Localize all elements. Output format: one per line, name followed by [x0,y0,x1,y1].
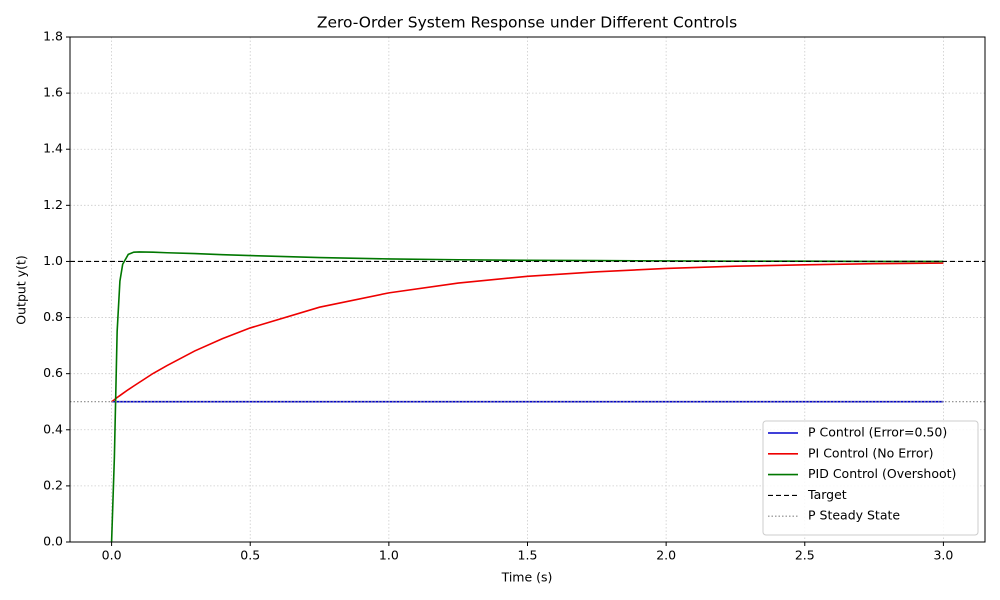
x-tick-label: 3.0 [933,548,953,563]
x-tick-label: 2.0 [656,548,676,563]
chart-title: Zero-Order System Response under Differe… [317,14,737,32]
legend-label: P Control (Error=0.50) [808,425,947,440]
y-tick-label: 0.6 [43,365,63,380]
x-tick-label: 0.5 [240,548,260,563]
y-tick-label: 1.2 [43,197,63,212]
y-tick-label: 0.2 [43,477,63,492]
series-line [111,262,944,403]
y-tick-label: 1.4 [43,141,63,156]
y-tick-label: 1.6 [43,85,63,100]
legend-label: PID Control (Overshoot) [808,466,956,481]
legend-label: P Steady State [808,508,900,523]
x-tick-label: 1.0 [379,548,399,563]
y-tick-label: 1.0 [43,253,63,268]
y-tick-label: 0.0 [43,534,63,549]
y-axis-label: Output y(t) [14,255,29,324]
x-axis-label: Time (s) [501,570,553,585]
legend-label: Target [807,487,847,502]
legend-label: PI Control (No Error) [808,445,934,460]
x-tick-label: 0.0 [102,548,122,563]
y-tick-label: 0.4 [43,421,63,436]
y-tick-label: 1.8 [43,29,63,44]
x-tick-label: 2.5 [795,548,815,563]
y-tick-label: 0.8 [43,309,63,324]
x-tick-label: 1.5 [518,548,538,563]
legend-box [762,420,979,536]
plot-frame [69,36,986,543]
